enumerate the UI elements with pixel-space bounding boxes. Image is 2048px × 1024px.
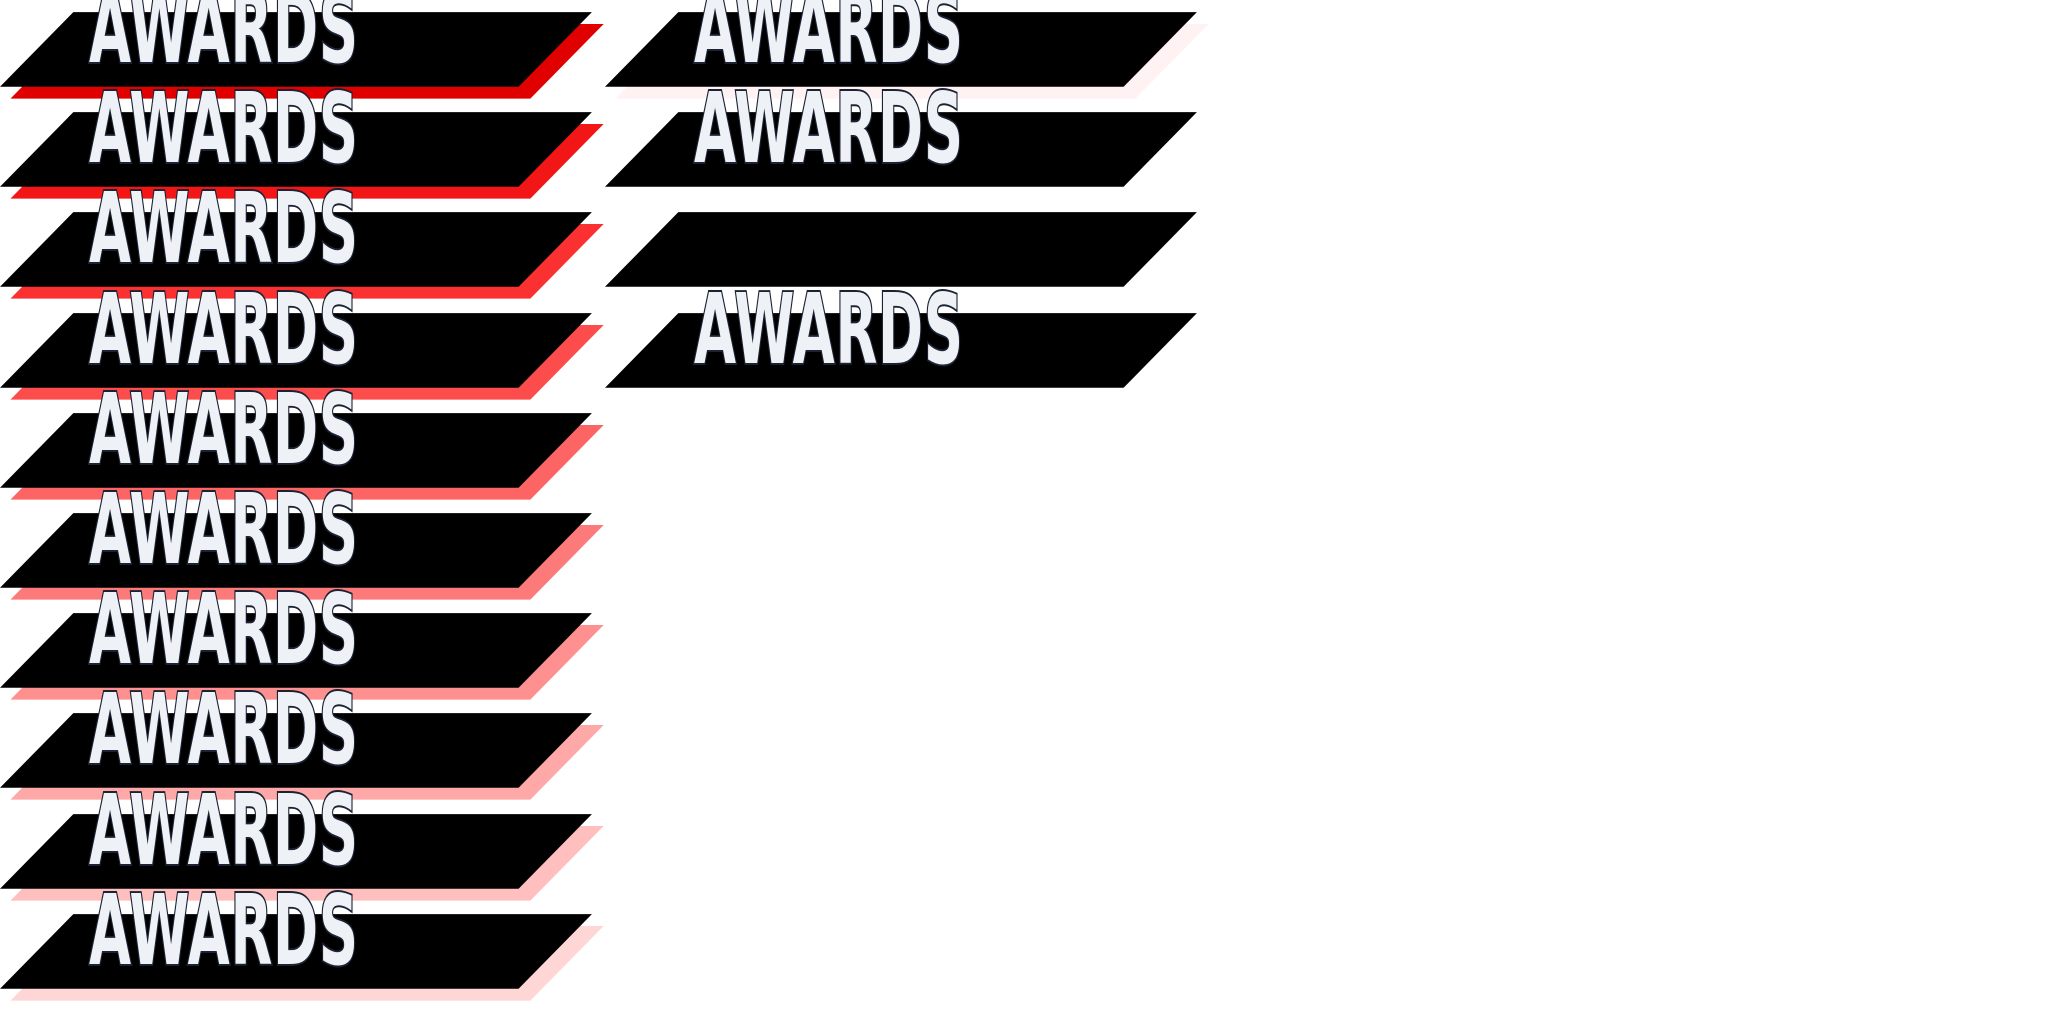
banner-body bbox=[605, 112, 1198, 187]
banner-label: AWARDS bbox=[89, 774, 359, 887]
banner-label: AWARDS bbox=[89, 0, 359, 85]
banner-body bbox=[0, 713, 592, 789]
banner-body bbox=[605, 11, 1198, 87]
banner-label: AWARDS bbox=[89, 172, 359, 285]
banner-body bbox=[605, 212, 1198, 288]
awards-banner-frame: AWARDS bbox=[605, 0, 1210, 99]
awards-banner-frame: AWARDS bbox=[0, 772, 604, 901]
awards-banner-frame: AWARDS bbox=[605, 70, 1198, 187]
banner-body bbox=[0, 212, 592, 288]
banner-body bbox=[0, 513, 592, 588]
awards-banner-frame: AWARDS bbox=[605, 270, 1198, 388]
banner-body bbox=[605, 312, 1198, 388]
awards-banner-frame: AWARDS bbox=[0, 671, 604, 801]
awards-banner-frame: AWARDS bbox=[0, 70, 604, 199]
banner-label: AWARDS bbox=[89, 573, 359, 686]
banner-label: AWARDS bbox=[694, 272, 964, 385]
banner-body bbox=[0, 613, 592, 689]
banner-label: AWARDS bbox=[89, 473, 359, 586]
awards-banner-frame: AWARDS bbox=[0, 270, 604, 400]
banner-label: AWARDS bbox=[694, 0, 964, 85]
banner-body bbox=[0, 813, 592, 889]
banner-body bbox=[0, 914, 592, 989]
banner-label: AWARDS bbox=[89, 272, 359, 385]
awards-banner-frame: AWARDS bbox=[0, 571, 604, 700]
banner-label: AWARDS bbox=[89, 373, 359, 486]
banner-body bbox=[0, 11, 592, 87]
awards-banner-frame: AWARDS bbox=[0, 471, 604, 600]
awards-banner-frame bbox=[605, 212, 1198, 288]
awards-banner-frame: AWARDS bbox=[0, 371, 604, 500]
banner-label: AWARDS bbox=[89, 673, 359, 786]
banner-label: AWARDS bbox=[694, 72, 964, 185]
banner-label: AWARDS bbox=[89, 874, 359, 987]
awards-banner-frame: AWARDS bbox=[0, 0, 604, 99]
banner-body bbox=[0, 412, 592, 488]
banner-body bbox=[0, 112, 592, 187]
awards-banner-frame: AWARDS bbox=[0, 872, 604, 1001]
banner-body bbox=[0, 312, 592, 388]
banner-label: AWARDS bbox=[89, 72, 359, 185]
awards-banner-frame: AWARDS bbox=[0, 170, 604, 299]
